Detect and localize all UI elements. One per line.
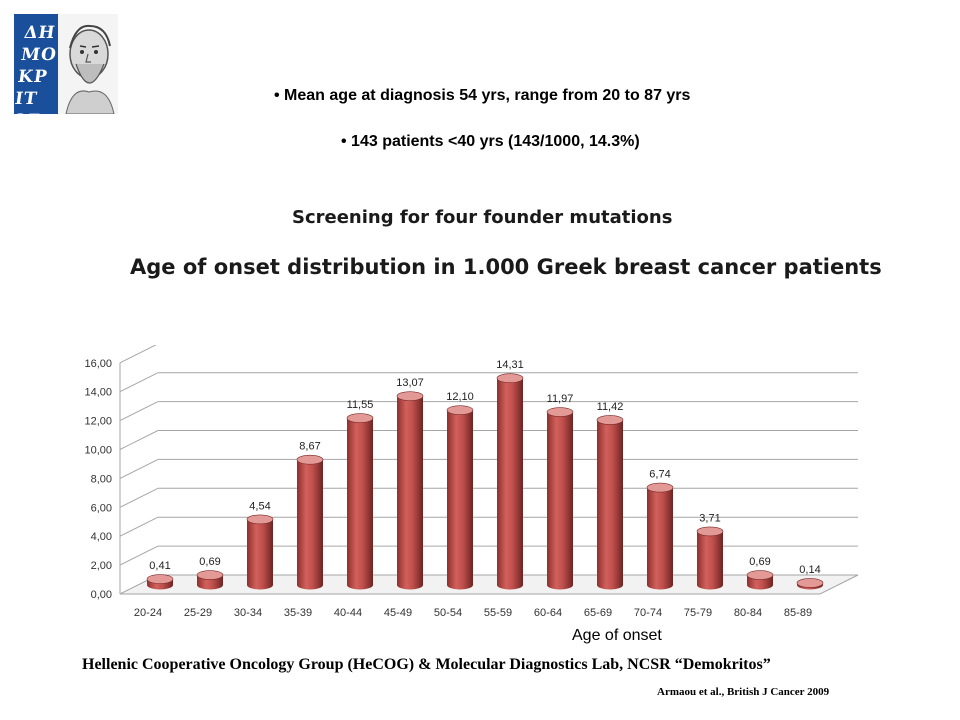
bar-top [696, 526, 724, 537]
y-tick-label: 6,00 [91, 502, 112, 514]
chart-bars [146, 373, 824, 590]
x-tick-label: 40-44 [334, 607, 362, 619]
bar-top [396, 391, 424, 401]
bar-body [297, 459, 323, 590]
bar-body [647, 487, 673, 590]
bar-top [446, 405, 474, 415]
value-label: 0,14 [799, 564, 820, 576]
y-tick-label: 12,00 [84, 416, 112, 428]
value-label: 13,07 [396, 377, 424, 389]
value-label: 0,69 [199, 556, 220, 568]
y-tick-label: 14,00 [84, 387, 112, 399]
bar-body [497, 378, 523, 590]
distribution-heading: Age of onset distribution in 1.000 Greek… [130, 255, 882, 279]
bar-top [496, 373, 524, 384]
y-tick-label: 10,00 [84, 445, 112, 457]
bar-60-64 [546, 407, 574, 590]
gridline-diagonal [119, 487, 159, 508]
bar-top [346, 413, 374, 423]
bar-body [397, 396, 423, 590]
x-tick-label: 60-64 [534, 607, 562, 619]
x-axis-tick-labels: 20-24 25-29 30-34 35-39 40-44 45-49 50-54 55-59… [134, 607, 812, 619]
x-tick-label: 20-24 [134, 607, 162, 619]
bar-top [246, 514, 274, 525]
bar-85-89 [796, 578, 824, 590]
bar-45-49 [396, 391, 424, 590]
x-axis-label: Age of onset [572, 627, 662, 644]
value-label: 12,10 [446, 391, 474, 403]
bullet-mean-age: • Mean age at diagnosis 54 yrs, range fr… [274, 87, 691, 104]
y-tick-label: 4,00 [91, 531, 112, 543]
philosopher-portrait-icon [58, 14, 118, 114]
x-tick-label: 75-79 [684, 607, 712, 619]
value-label: 3,71 [699, 512, 720, 524]
bar-top [646, 482, 674, 493]
value-label: 11,97 [547, 393, 574, 405]
bar-body [547, 412, 573, 590]
x-tick-label: 85-89 [784, 607, 812, 619]
bar-30-34 [246, 514, 274, 590]
y-tick-label: 2,00 [91, 560, 112, 572]
x-tick-label: 30-34 [234, 607, 262, 619]
bar-25-29 [196, 570, 224, 590]
footer-credit: Hellenic Cooperative Oncology Group (HeC… [82, 656, 771, 673]
bar-65-69 [596, 415, 624, 590]
value-label: 6,74 [649, 469, 670, 481]
gridline-diagonal [119, 458, 159, 479]
x-tick-label: 50-54 [434, 607, 462, 619]
x-tick-label: 35-39 [284, 607, 312, 619]
y-tick-label: 0,00 [91, 589, 112, 601]
bar-body [347, 418, 373, 590]
x-tick-label: 70-74 [634, 607, 662, 619]
gridline-diagonal [119, 345, 157, 364]
bar-top [196, 570, 224, 580]
x-tick-label: 55-59 [484, 607, 512, 619]
bar-20-24 [146, 574, 174, 590]
value-label: 14,31 [496, 359, 524, 371]
bar-35-39 [296, 454, 324, 590]
bar-body [697, 531, 723, 590]
bar-top [146, 574, 174, 584]
bar-top [746, 570, 774, 580]
gridline-diagonal [119, 545, 159, 566]
bar-body [447, 410, 473, 590]
value-label: 0,69 [749, 556, 770, 568]
y-tick-label: 8,00 [91, 473, 112, 485]
demokritos-logo: ΔΗΜΟΚΡΙΤΟΣ [14, 14, 118, 114]
bar-55-59 [496, 373, 524, 590]
age-distribution-chart: 0,00 2,00 4,00 6,00 8,00 10,00 12,00 14,00 16,00… [84, 345, 859, 619]
chart-gridlines [119, 345, 859, 595]
bar-70-74 [646, 482, 674, 590]
gridline-diagonal [119, 516, 159, 537]
x-tick-label: 80-84 [734, 607, 762, 619]
bar-top [796, 578, 824, 588]
value-label: 4,54 [249, 500, 270, 512]
value-labels: 0,41 0,69 4,54 8,67 11,55 13,07 12,10 14,31 11,9… [149, 359, 820, 576]
value-label: 8,67 [299, 441, 320, 453]
gridline-diagonal [119, 430, 159, 450]
value-label: 11,42 [597, 401, 624, 413]
bar-body [247, 519, 273, 590]
bar-50-54 [446, 405, 474, 590]
bar-80-84 [746, 570, 774, 590]
gridline-diagonal [119, 372, 159, 393]
screening-heading: Screening for four founder mutations [292, 207, 673, 228]
bar-40-44 [346, 413, 374, 590]
bar-body [597, 419, 623, 590]
y-axis-tick-labels: 0,00 2,00 4,00 6,00 8,00 10,00 12,00 14,00 16,00 [84, 358, 112, 601]
bar-top [546, 407, 574, 417]
x-tick-label: 25-29 [184, 607, 212, 619]
bullet-young-patients: • 143 patients <40 yrs (143/1000, 14.3%) [341, 133, 640, 150]
value-label: 0,41 [149, 560, 170, 572]
bar-75-79 [696, 526, 724, 590]
y-tick-label: 16,00 [84, 358, 112, 370]
bar-top [596, 415, 624, 425]
citation: Armaou et al., British J Cancer 2009 [657, 686, 830, 698]
x-tick-label: 65-69 [584, 607, 612, 619]
gridline-diagonal [119, 401, 159, 422]
value-label: 11,55 [347, 399, 374, 411]
x-tick-label: 45-49 [384, 607, 412, 619]
bar-top [296, 454, 324, 465]
